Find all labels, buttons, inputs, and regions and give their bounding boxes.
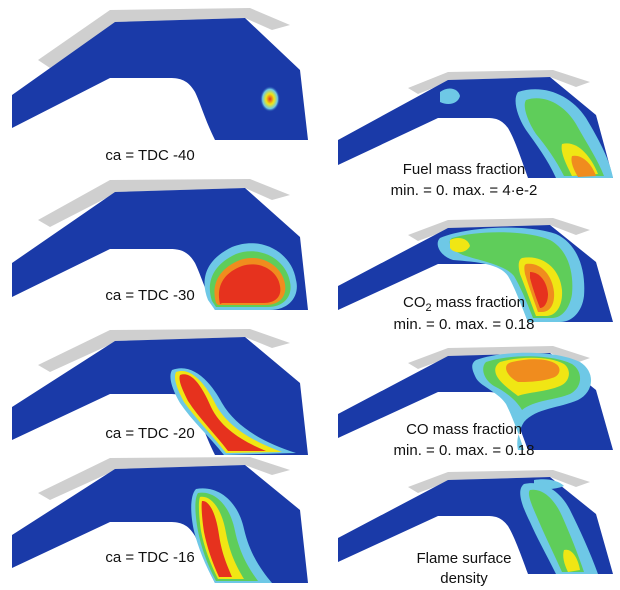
- field-title: CO2 mass fraction: [354, 293, 574, 318]
- reaction-zone-core: [218, 264, 281, 304]
- cylinder-head-cap: [38, 329, 290, 372]
- field-title-line2: density: [440, 570, 488, 587]
- chamber-panel-flame-surface-density: [338, 470, 613, 574]
- chamber-panel-co-mass-fraction: [338, 346, 613, 450]
- fuel-spot: [260, 86, 280, 112]
- chamber-panel-co2-mass-fraction: [338, 218, 613, 322]
- field-range: min. = 0. max. = 4·e-2: [390, 182, 538, 199]
- crank-angle-label: ca = TDC -40: [105, 147, 195, 164]
- flame-zone-yellow: [563, 549, 580, 572]
- chamber-panel-tdc-16: [12, 457, 308, 583]
- co2-zone-red: [530, 272, 548, 308]
- co2-prefix: CO: [403, 294, 426, 311]
- fuel-zone-core: [571, 155, 596, 177]
- crank-angle-label: ca = TDC -16: [105, 549, 195, 566]
- co2-zone-yellow-left: [450, 238, 470, 253]
- co-zone-orange: [506, 359, 560, 382]
- cylinder-head-cap: [408, 218, 590, 241]
- combustion-chamber: [12, 18, 308, 140]
- cylinder-head-cap: [408, 70, 590, 94]
- cylinder-head-cap: [408, 346, 590, 369]
- reaction-zone-core: [179, 374, 266, 451]
- chamber-panel-tdc-20: [12, 329, 308, 455]
- field-range: min. = 0. max. = 0.18: [393, 316, 535, 333]
- field-title: Flame surface: [416, 550, 512, 567]
- cylinder-head-cap: [408, 470, 590, 493]
- field-title: CO mass fraction: [406, 421, 522, 438]
- fuel-zone-cyan-left: [440, 88, 460, 104]
- cylinder-head-cap: [38, 8, 290, 68]
- crank-angle-label: ca = TDC -30: [105, 287, 195, 304]
- co2-suffix: mass fraction: [431, 294, 525, 311]
- co2-subscript: 2: [425, 302, 432, 314]
- chamber-panel-tdc-40: [12, 8, 308, 140]
- cylinder-head-cap: [38, 457, 290, 500]
- field-title: Fuel mass fraction: [402, 161, 526, 178]
- chamber-panel-fuel-mass-fraction: [338, 70, 613, 178]
- cylinder-head-cap: [38, 179, 290, 227]
- reaction-zone-core: [201, 500, 232, 577]
- flame-zone-cyan-top: [534, 479, 564, 489]
- chamber-panel-tdc-30: [12, 179, 308, 310]
- crank-angle-label: ca = TDC -20: [105, 425, 195, 442]
- field-range: min. = 0. max. = 0.18: [393, 442, 535, 459]
